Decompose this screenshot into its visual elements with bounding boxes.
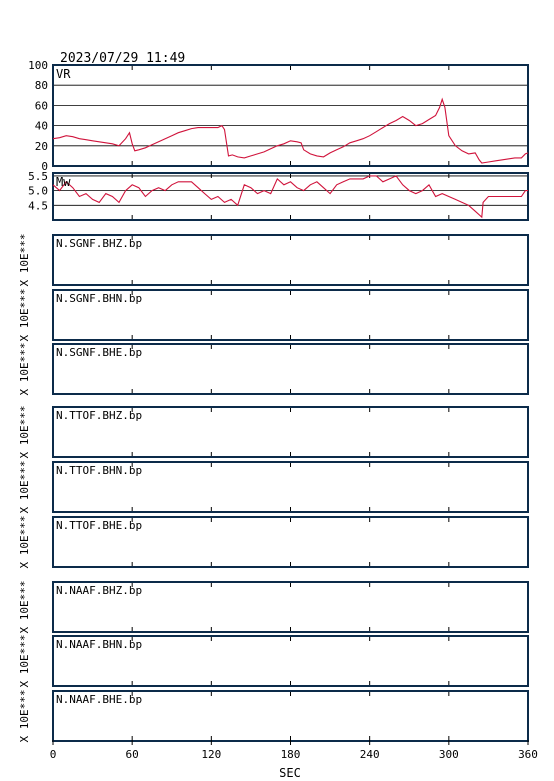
waveform-y-axis-label: X 10E*** — [18, 289, 31, 342]
vr-y-tick-label: 0 — [41, 160, 48, 173]
x-axis-label: SEC — [279, 766, 301, 780]
waveform-panel-n-naaf-bhz-bp — [52, 581, 529, 633]
waveform-panel-n-ttof-bhn-bp — [52, 461, 529, 513]
waveform-panel-n-sgnf-bhz-bp — [52, 234, 529, 286]
mw-panel-label: Mw — [56, 175, 71, 189]
timestamp: 2023/07/29 11:49 — [60, 51, 185, 66]
vr-panel-label: VR — [56, 67, 71, 81]
waveform-y-axis-label: X 10E*** — [18, 635, 31, 688]
vr-y-tick-label: 60 — [35, 99, 48, 112]
mw-y-tick-label: 5.0 — [28, 185, 48, 198]
waveform-y-axis-label: X 10E*** — [18, 461, 31, 514]
waveform-label-n-sgnf-bhz-bp: N.SGNF.BHZ.bp — [56, 237, 142, 250]
x-axis-tick-label: 180 — [281, 748, 301, 761]
vr-panel-frame — [52, 64, 529, 167]
waveform-label-n-naaf-bhz-bp: N.NAAF.BHZ.bp — [56, 584, 142, 597]
panels: 0 20 40 60 80 100 VR 4.55.0 5.5 Mw N.SGNF.BHZ.bp X … — [18, 59, 538, 761]
x-axis-tick-label: 60 — [126, 748, 139, 761]
x-axis-tick-label: 120 — [201, 748, 221, 761]
waveform-label-n-ttof-bhn-bp: N.TTOF.BHN.bp — [56, 464, 142, 477]
mw-y-tick-label: 5.5 — [28, 170, 48, 183]
waveform-y-axis-label: X 10E*** — [18, 516, 31, 569]
vr-y-tick-label: 20 — [35, 140, 48, 153]
mw-y-tick-label: 4.5 — [28, 199, 48, 212]
vr-y-tick-label: 100 — [28, 59, 48, 72]
waveform-y-axis-label: X 10E*** — [18, 581, 31, 634]
waveform-label-n-ttof-bhe-bp: N.TTOF.BHE.bp — [56, 519, 142, 532]
waveform-label-n-naaf-bhe-bp: N.NAAF.BHE.bp — [56, 693, 142, 706]
x-axis-tick-label: 240 — [360, 748, 380, 761]
waveform-panel-n-sgnf-bhe-bp — [52, 343, 529, 395]
waveform-y-axis-label: X 10E*** — [18, 690, 31, 743]
waveform-panel-n-naaf-bhn-bp — [52, 635, 529, 687]
waveform-panel-n-ttof-bhe-bp — [52, 516, 529, 568]
waveform-label-n-naaf-bhn-bp: N.NAAF.BHN.bp — [56, 638, 142, 651]
waveform-label-n-ttof-bhz-bp: N.TTOF.BHZ.bp — [56, 409, 142, 422]
mw-series-line — [52, 175, 528, 219]
waveform-y-axis-label: X 10E*** — [18, 406, 31, 459]
vr-y-tick-label: 80 — [35, 79, 48, 92]
waveform-label-n-sgnf-bhe-bp: N.SGNF.BHE.bp — [56, 346, 142, 359]
x-axis-tick-label: 360 — [518, 748, 538, 761]
waveform-panel-n-ttof-bhz-bp — [52, 406, 529, 458]
vr-series-line — [52, 97, 529, 164]
waveform-label-n-sgnf-bhn-bp: N.SGNF.BHN.bp — [56, 292, 142, 305]
vr-y-tick-label: 40 — [35, 120, 48, 133]
mw-panel-frame — [52, 172, 529, 221]
x-axis-tick-label: 0 — [50, 748, 57, 761]
waveform-panel-n-sgnf-bhn-bp — [52, 289, 529, 341]
waveform-y-axis-label: X 10E*** — [18, 234, 31, 287]
waveform-y-axis-label: X 10E*** — [18, 343, 31, 396]
x-axis-tick-label: 300 — [439, 748, 459, 761]
